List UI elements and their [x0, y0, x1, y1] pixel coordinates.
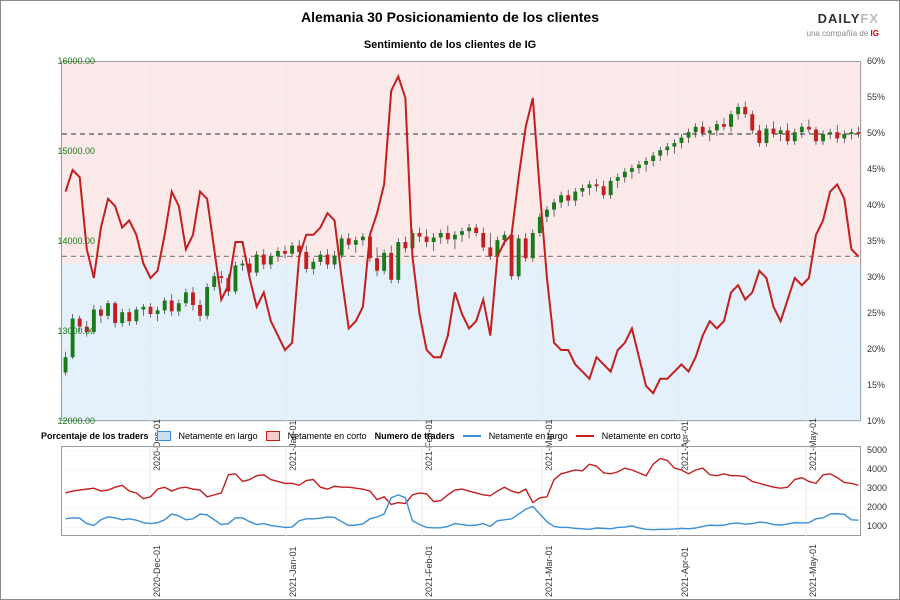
chart-subtitle: Sentimiento de los clientes de IG: [1, 25, 899, 51]
legend-pct-label: Porcentaje de los traders: [41, 431, 149, 441]
logo: DAILYFX: [818, 11, 879, 26]
sub-chart: [61, 446, 861, 536]
main-chart-svg: [62, 62, 862, 422]
legend-short-label2: Netamente en corto: [602, 431, 681, 441]
legend-short-label: Netamente en corto: [288, 431, 367, 441]
logo-subtitle: una compañía de IG: [807, 29, 880, 38]
legend-box-short: [266, 431, 280, 441]
chart-container: Alemania 30 Posicionamiento de los clien…: [0, 0, 900, 600]
chart-title: Alemania 30 Posicionamiento de los clien…: [1, 1, 899, 25]
legend-long-label2: Netamente en largo: [489, 431, 568, 441]
legend-long-label: Netamente en largo: [179, 431, 258, 441]
legend: Porcentaje de los traders Netamente en l…: [41, 431, 681, 441]
main-chart: [61, 61, 861, 421]
legend-box-long: [157, 431, 171, 441]
legend-line-short: [576, 435, 594, 437]
legend-line-long: [463, 435, 481, 437]
legend-num-label: Numero de traders: [375, 431, 455, 441]
sub-chart-svg: [62, 447, 862, 537]
